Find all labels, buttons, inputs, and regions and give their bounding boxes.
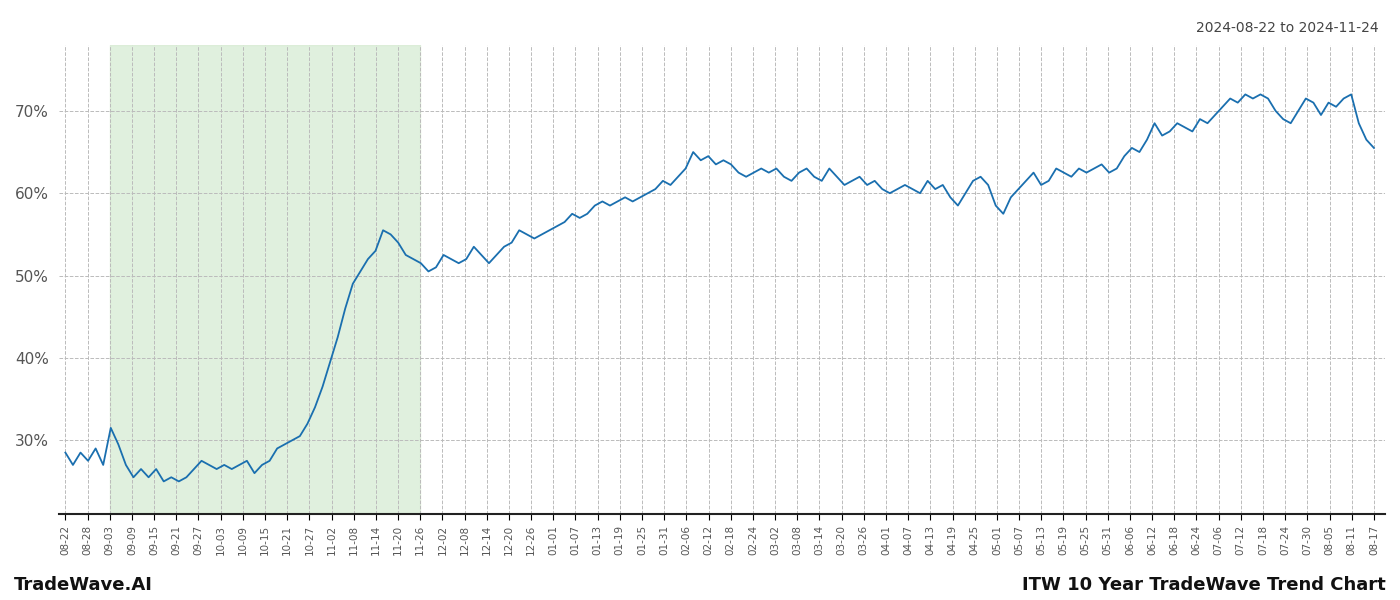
Bar	[109, 45, 420, 514]
Text: ITW 10 Year TradeWave Trend Chart: ITW 10 Year TradeWave Trend Chart	[1022, 576, 1386, 594]
Text: 2024-08-22 to 2024-11-24: 2024-08-22 to 2024-11-24	[1197, 21, 1379, 35]
Text: TradeWave.AI: TradeWave.AI	[14, 576, 153, 594]
